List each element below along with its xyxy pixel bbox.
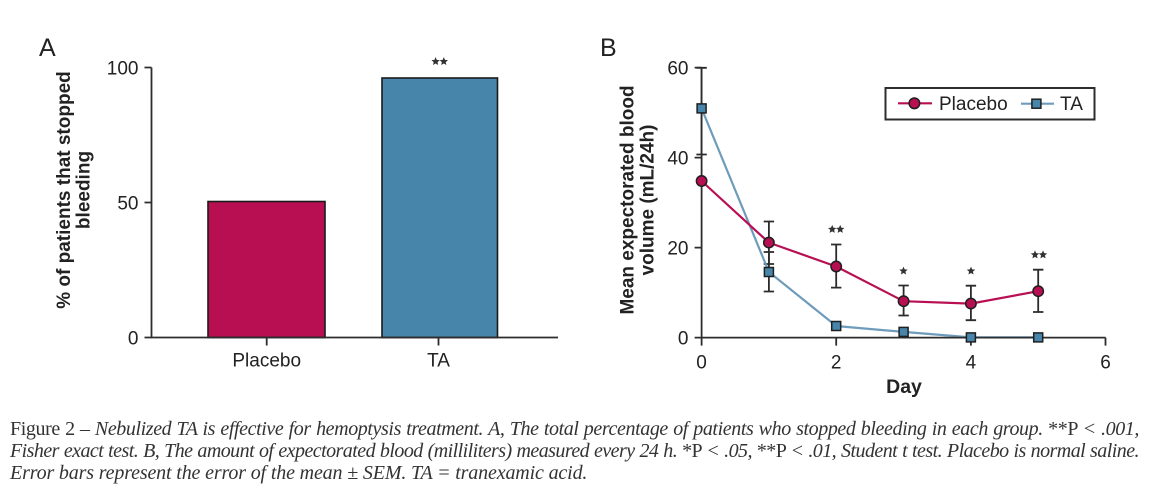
svg-text:50: 50	[117, 193, 138, 214]
svg-text:6: 6	[1100, 353, 1111, 374]
svg-text:20: 20	[667, 239, 688, 260]
svg-text:40: 40	[667, 149, 688, 170]
svg-text:100: 100	[107, 58, 139, 79]
svg-text:TA: TA	[1060, 94, 1083, 115]
svg-text:0: 0	[128, 328, 139, 349]
svg-text:Placebo: Placebo	[939, 94, 1008, 115]
svg-text:B: B	[600, 34, 617, 62]
svg-text:Mean expectorated bloodvolume: Mean expectorated bloodvolume (mL/24h)	[618, 85, 659, 314]
svg-text:% of patients that stoppedblee: % of patients that stoppedbleeding	[54, 71, 95, 309]
svg-text:4: 4	[966, 353, 977, 374]
svg-text:2: 2	[831, 353, 842, 374]
svg-text:Day: Day	[886, 376, 922, 398]
svg-text:0: 0	[696, 353, 707, 374]
svg-text:0: 0	[678, 329, 689, 350]
svg-text:Placebo: Placebo	[232, 351, 301, 372]
svg-text:TA: TA	[427, 351, 450, 372]
svg-text:60: 60	[667, 59, 688, 80]
svg-text:A: A	[39, 34, 56, 62]
